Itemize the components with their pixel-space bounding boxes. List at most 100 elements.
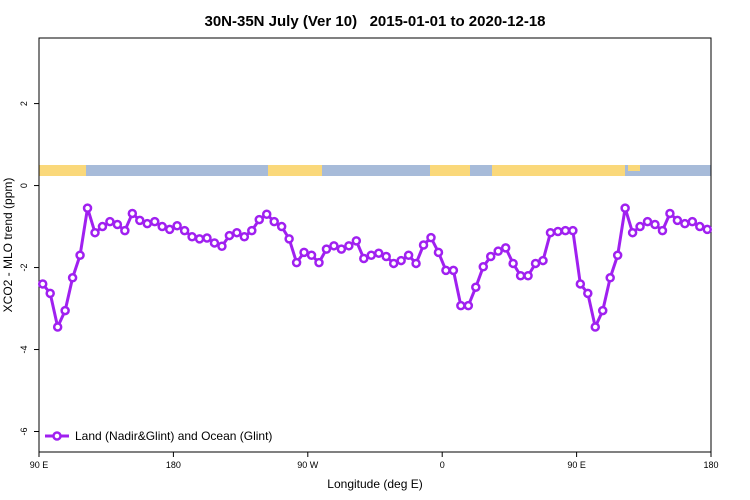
point: [306, 250, 317, 260]
point: [396, 255, 406, 266]
point: [276, 221, 287, 232]
plot-frame: [38, 37, 712, 453]
x-tick-label: 90 E: [567, 460, 586, 470]
point: [538, 255, 548, 266]
point: [120, 225, 130, 236]
point: [493, 246, 503, 256]
point: [232, 227, 242, 238]
point: [112, 219, 123, 230]
point: [194, 234, 205, 244]
point: [75, 250, 85, 260]
point: [45, 288, 55, 299]
point: [612, 250, 623, 260]
point: [388, 258, 399, 269]
point: [478, 261, 489, 272]
point: [441, 265, 451, 276]
point: [620, 203, 630, 213]
chart-title: 30N-35N July (Ver 10) 2015-01-01 to 2020…: [204, 13, 545, 30]
point: [284, 234, 294, 244]
point: [254, 214, 265, 225]
land-band: [628, 165, 640, 171]
point: [500, 243, 511, 253]
point: [568, 225, 578, 236]
point: [433, 247, 444, 258]
point: [508, 258, 518, 269]
point: [67, 273, 78, 283]
point: [135, 215, 145, 226]
point: [269, 216, 279, 227]
point: [105, 216, 115, 227]
point: [456, 300, 466, 311]
point: [314, 257, 324, 268]
y-tick-label: -2: [19, 264, 29, 272]
point: [403, 250, 414, 260]
point: [291, 257, 302, 268]
x-tick-label: 0: [440, 460, 445, 470]
point: [448, 265, 459, 276]
y-tick-label: -4: [19, 346, 29, 354]
point: [37, 279, 48, 289]
point: [575, 279, 586, 289]
x-tick-label: 180: [166, 460, 181, 470]
point: [695, 221, 705, 232]
x-tick-label: 90 E: [30, 460, 49, 470]
point: [627, 227, 638, 238]
point: [642, 216, 653, 227]
y-tick-label: 0: [19, 183, 29, 188]
point: [82, 203, 93, 213]
land-ocean-strip: [39, 165, 711, 176]
point: [635, 221, 645, 232]
x-tick-label: 90 W: [297, 460, 319, 470]
point: [366, 250, 377, 260]
point: [687, 216, 698, 227]
legend-label: Land (Nadir&Glint) and Ocean (Glint): [75, 429, 272, 443]
land-band: [492, 165, 625, 176]
point: [351, 236, 362, 246]
point: [605, 273, 615, 283]
point: [381, 251, 391, 262]
point: [239, 232, 250, 242]
point: [426, 232, 436, 243]
point: [179, 225, 190, 236]
land-band: [39, 165, 86, 176]
ocean-band: [39, 165, 711, 176]
x-axis-label: Longitude (deg E): [327, 477, 422, 491]
point: [665, 208, 675, 219]
point: [187, 232, 197, 242]
point: [142, 218, 153, 229]
land-band: [430, 165, 470, 176]
point: [261, 209, 272, 220]
x-tick-label: 180: [703, 460, 718, 470]
point: [560, 225, 571, 236]
point: [523, 270, 533, 281]
point: [149, 216, 160, 227]
series-line: [41, 207, 708, 332]
point: [583, 288, 593, 299]
point: [411, 258, 421, 269]
land-band: [268, 165, 322, 176]
point: [515, 270, 526, 281]
point: [553, 226, 563, 237]
point: [321, 244, 332, 254]
point: [247, 225, 257, 236]
legend-marker: [52, 431, 62, 441]
point: [463, 300, 474, 311]
point: [359, 253, 369, 264]
point: [702, 224, 713, 235]
point: [373, 248, 384, 258]
point: [530, 258, 541, 269]
point: [127, 208, 138, 219]
point: [329, 241, 339, 251]
y-tick-label: -6: [19, 427, 29, 435]
point: [590, 322, 601, 332]
point: [485, 251, 496, 262]
point: [209, 238, 220, 248]
point: [52, 322, 63, 332]
point: [650, 219, 660, 230]
point: [657, 225, 668, 236]
point: [157, 221, 167, 232]
point: [224, 230, 235, 241]
point: [597, 305, 608, 316]
point: [60, 305, 70, 316]
point: [90, 227, 100, 238]
